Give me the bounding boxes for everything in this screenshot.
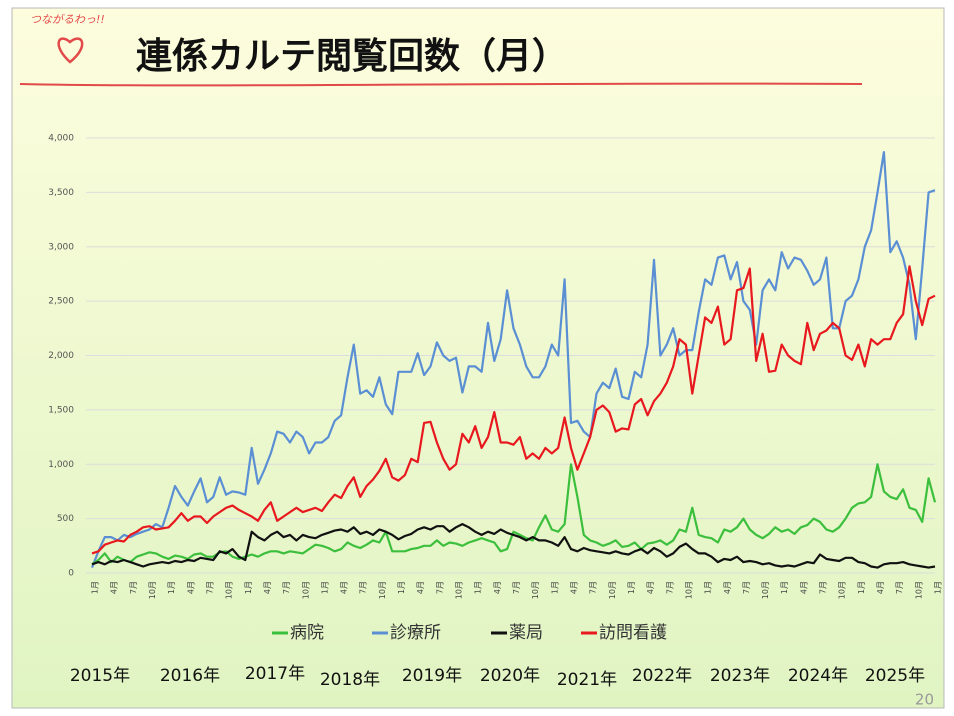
x-tick-label: 4月 (569, 581, 578, 594)
x-tick-label: 7月 (665, 581, 674, 594)
y-tick-label: 2,000 (48, 351, 74, 361)
x-tick-label: 7月 (282, 581, 291, 594)
year-label: 2020年 (480, 666, 540, 686)
x-tick-label: 10月 (761, 581, 770, 599)
x-tick-label: 1月 (550, 581, 559, 594)
x-tick-label: 7月 (819, 581, 828, 594)
y-tick-label: 3,000 (48, 242, 74, 252)
x-tick-label: 10月 (608, 581, 617, 599)
y-tick-label: 500 (57, 514, 74, 524)
slide-frame (12, 8, 944, 708)
x-tick-label: 4月 (186, 581, 195, 594)
year-label: 2019年 (402, 666, 462, 686)
x-tick-label: 7月 (589, 581, 598, 594)
x-tick-label: 10月 (838, 581, 847, 599)
year-label: 2025年 (865, 666, 925, 686)
y-tick-label: 0 (68, 569, 74, 579)
x-tick-label: 1月 (704, 581, 713, 594)
year-label: 2016年 (160, 666, 220, 686)
x-tick-label: 10月 (684, 581, 693, 599)
x-tick-label: 10月 (455, 581, 464, 599)
x-tick-label: 10月 (148, 581, 157, 599)
x-tick-label: 4月 (263, 581, 272, 594)
x-tick-label: 1月 (934, 581, 943, 594)
x-tick-label: 4月 (723, 581, 732, 594)
year-label: 2023年 (710, 666, 770, 686)
x-tick-label: 1月 (244, 581, 253, 594)
y-tick-label: 1,500 (48, 405, 74, 415)
x-tick-label: 1月 (857, 581, 866, 594)
x-tick-label: 7月 (359, 581, 368, 594)
y-tick-label: 2,500 (48, 297, 74, 307)
x-tick-label: 10月 (531, 581, 540, 599)
logo-text: つながるわっ!! (30, 13, 105, 26)
legend-label: 訪問看護 (599, 623, 667, 643)
x-tick-label: 1月 (397, 581, 406, 594)
x-tick-label: 1月 (167, 581, 176, 594)
x-tick-label: 7月 (742, 581, 751, 594)
x-tick-label: 4月 (799, 581, 808, 594)
x-tick-label: 4月 (340, 581, 349, 594)
x-tick-label: 1月 (91, 581, 100, 594)
x-tick-label: 4月 (646, 581, 655, 594)
x-tick-label: 7月 (512, 581, 521, 594)
x-tick-label: 7月 (895, 581, 904, 594)
y-tick-label: 4,000 (48, 134, 74, 144)
legend-label: 病院 (290, 623, 324, 643)
x-tick-label: 10月 (914, 581, 923, 599)
x-tick-label: 1月 (474, 581, 483, 594)
y-tick-label: 1,000 (48, 460, 74, 470)
x-tick-label: 1月 (320, 581, 329, 594)
x-tick-label: 10月 (301, 581, 310, 599)
x-tick-label: 1月 (780, 581, 789, 594)
x-tick-label: 4月 (110, 581, 119, 594)
year-label: 2022年 (632, 666, 692, 686)
year-label: 2021年 (557, 670, 617, 690)
year-label: 2017年 (245, 664, 305, 684)
year-label: 2024年 (788, 666, 848, 686)
x-tick-label: 7月 (205, 581, 214, 594)
x-tick-label: 4月 (416, 581, 425, 594)
x-tick-label: 1月 (627, 581, 636, 594)
year-label: 2018年 (320, 670, 380, 690)
legend-label: 薬局 (509, 623, 543, 643)
x-tick-label: 10月 (225, 581, 234, 599)
x-tick-label: 4月 (493, 581, 502, 594)
page-number: 20 (915, 691, 934, 709)
chart-title: 連係カルテ閲覧回数（月） (136, 36, 568, 77)
x-tick-label: 10月 (378, 581, 387, 599)
x-tick-label: 7月 (129, 581, 138, 594)
x-tick-label: 4月 (876, 581, 885, 594)
legend-label: 診療所 (390, 623, 441, 643)
y-tick-label: 3,500 (48, 188, 74, 198)
slide: つながるわっ!! 連係カルテ閲覧回数（月） 20 0 500 1,000 1,500 2… (0, 0, 954, 716)
year-label: 2015年 (70, 666, 130, 686)
x-tick-label: 7月 (435, 581, 444, 594)
